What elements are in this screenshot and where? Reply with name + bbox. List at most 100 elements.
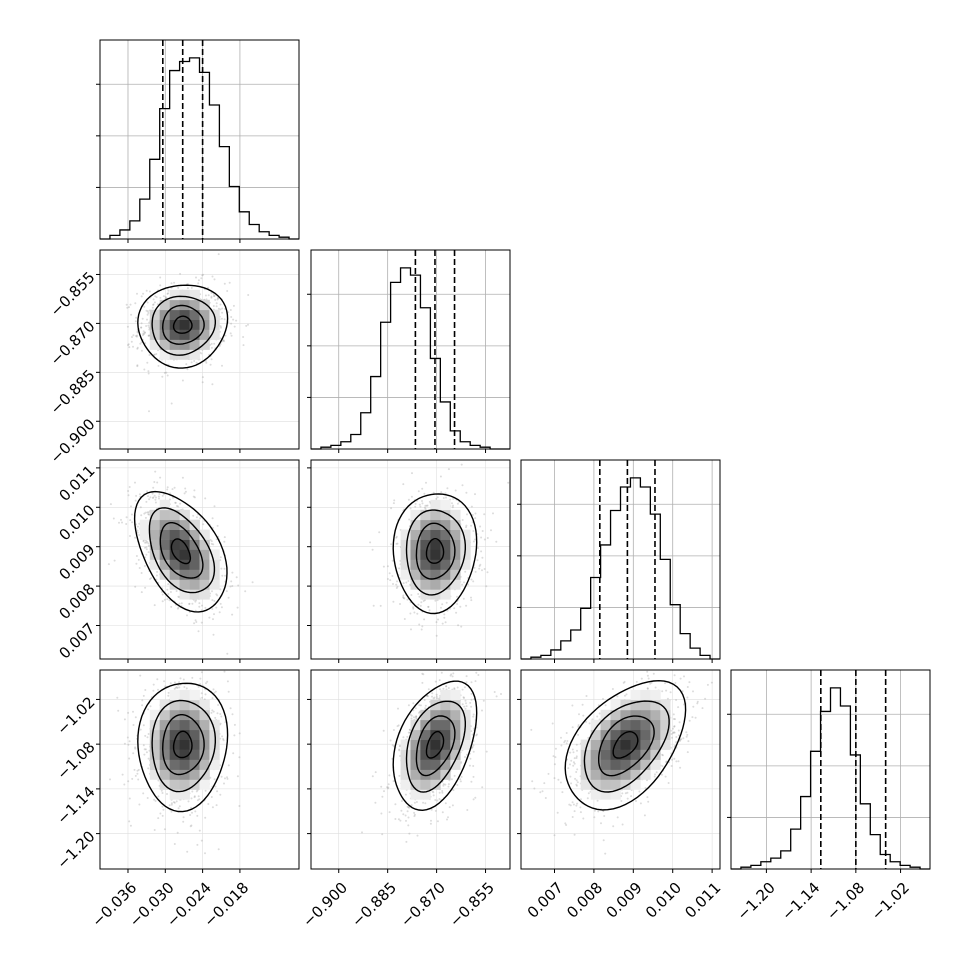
- scatter-point: [466, 513, 468, 516]
- scatter-point: [371, 775, 374, 778]
- scatter-point: [132, 345, 134, 348]
- density-cell: [199, 719, 210, 731]
- scatter-point: [134, 499, 137, 502]
- scatter-point: [210, 711, 213, 714]
- scatter-point: [479, 563, 482, 566]
- scatter-point: [204, 497, 207, 500]
- density-cell: [159, 549, 170, 560]
- scatter-point: [216, 524, 219, 527]
- scatter-point: [154, 800, 157, 802]
- scatter-point: [423, 618, 426, 621]
- scatter-point: [399, 819, 402, 822]
- scatter-point: [139, 342, 142, 345]
- scatter-point: [402, 597, 405, 599]
- scatter-point: [210, 346, 213, 349]
- scatter-point: [486, 537, 489, 539]
- scatter-point: [215, 606, 218, 609]
- scatter-point: [167, 292, 170, 295]
- scatter-point: [194, 619, 197, 622]
- scatter-point: [215, 593, 218, 596]
- scatter-point: [192, 495, 195, 498]
- scatter-point: [157, 364, 160, 367]
- density-cell: [179, 569, 190, 580]
- scatter-point: [220, 715, 223, 718]
- scatter-point: [132, 710, 134, 713]
- scatter-point: [147, 372, 150, 375]
- scatter-point: [129, 824, 132, 827]
- scatter-point: [149, 496, 152, 499]
- scatter-point: [461, 519, 464, 521]
- density-cell: [159, 739, 170, 750]
- scatter-point: [436, 496, 439, 499]
- scatter-point: [369, 541, 372, 544]
- scatter-point: [194, 600, 197, 603]
- scatter-point: [147, 511, 150, 514]
- scatter-point: [219, 308, 222, 311]
- scatter-point: [470, 505, 473, 508]
- scatter-point: [197, 282, 200, 285]
- scatter-point: [386, 578, 389, 580]
- scatter-point: [224, 334, 227, 337]
- scatter-point: [214, 690, 217, 693]
- scatter-point: [193, 795, 196, 798]
- density-cell: [169, 549, 180, 560]
- density-cell: [450, 759, 461, 770]
- density-cell: [159, 759, 170, 770]
- scatter-point: [433, 696, 436, 699]
- scatter-point: [187, 800, 190, 803]
- scatter-point: [152, 683, 155, 686]
- scatter-point: [223, 340, 226, 343]
- density-cell: [410, 549, 421, 560]
- scatter-point: [394, 818, 397, 820]
- scatter-point: [423, 506, 426, 509]
- scatter-point: [450, 673, 453, 676]
- scatter-point: [472, 765, 475, 767]
- scatter-point: [418, 710, 421, 713]
- scatter-point: [465, 524, 468, 527]
- scatter-point: [447, 687, 450, 689]
- scatter-point: [178, 681, 181, 684]
- density-cell: [189, 689, 200, 701]
- scatter-point: [117, 709, 120, 712]
- scatter-point: [380, 785, 383, 788]
- density-cell: [450, 549, 461, 560]
- density-cell: [179, 559, 190, 570]
- contour-line: [392, 493, 478, 615]
- scatter-point: [216, 712, 219, 715]
- scatter-point: [442, 497, 445, 499]
- scatter-point: [507, 481, 510, 484]
- density-cell: [179, 759, 190, 770]
- scatter-point: [193, 360, 196, 362]
- scatter-point: [672, 727, 674, 730]
- scatter-point: [408, 728, 411, 731]
- density-cell: [159, 769, 170, 780]
- scatter-point: [219, 337, 222, 340]
- scatter-point: [475, 734, 478, 737]
- scatter-point: [500, 693, 502, 695]
- scatter-point: [219, 713, 222, 715]
- scatter-point: [416, 834, 419, 837]
- scatter-point: [220, 326, 222, 329]
- scatter-point: [237, 584, 240, 587]
- scatter-point: [410, 628, 412, 631]
- scatter-point: [184, 490, 187, 493]
- y-tick-label: −0.855: [47, 268, 99, 320]
- scatter-point: [397, 818, 400, 821]
- scatter-point: [236, 775, 239, 778]
- scatter-point: [170, 810, 173, 813]
- scatter-point: [182, 678, 185, 681]
- density-cell: [149, 559, 161, 570]
- scatter-point: [126, 325, 129, 328]
- scatter-point: [131, 521, 134, 524]
- scatter-point: [215, 302, 218, 305]
- scatter-point: [200, 277, 203, 280]
- scatter-point: [147, 334, 150, 337]
- density-cell: [450, 569, 461, 580]
- scatter-point: [407, 498, 410, 501]
- scatter-point: [174, 501, 177, 504]
- density-cell: [189, 749, 200, 760]
- contour-line: [148, 507, 216, 594]
- scatter-point: [169, 591, 172, 593]
- scatter-point: [434, 599, 437, 602]
